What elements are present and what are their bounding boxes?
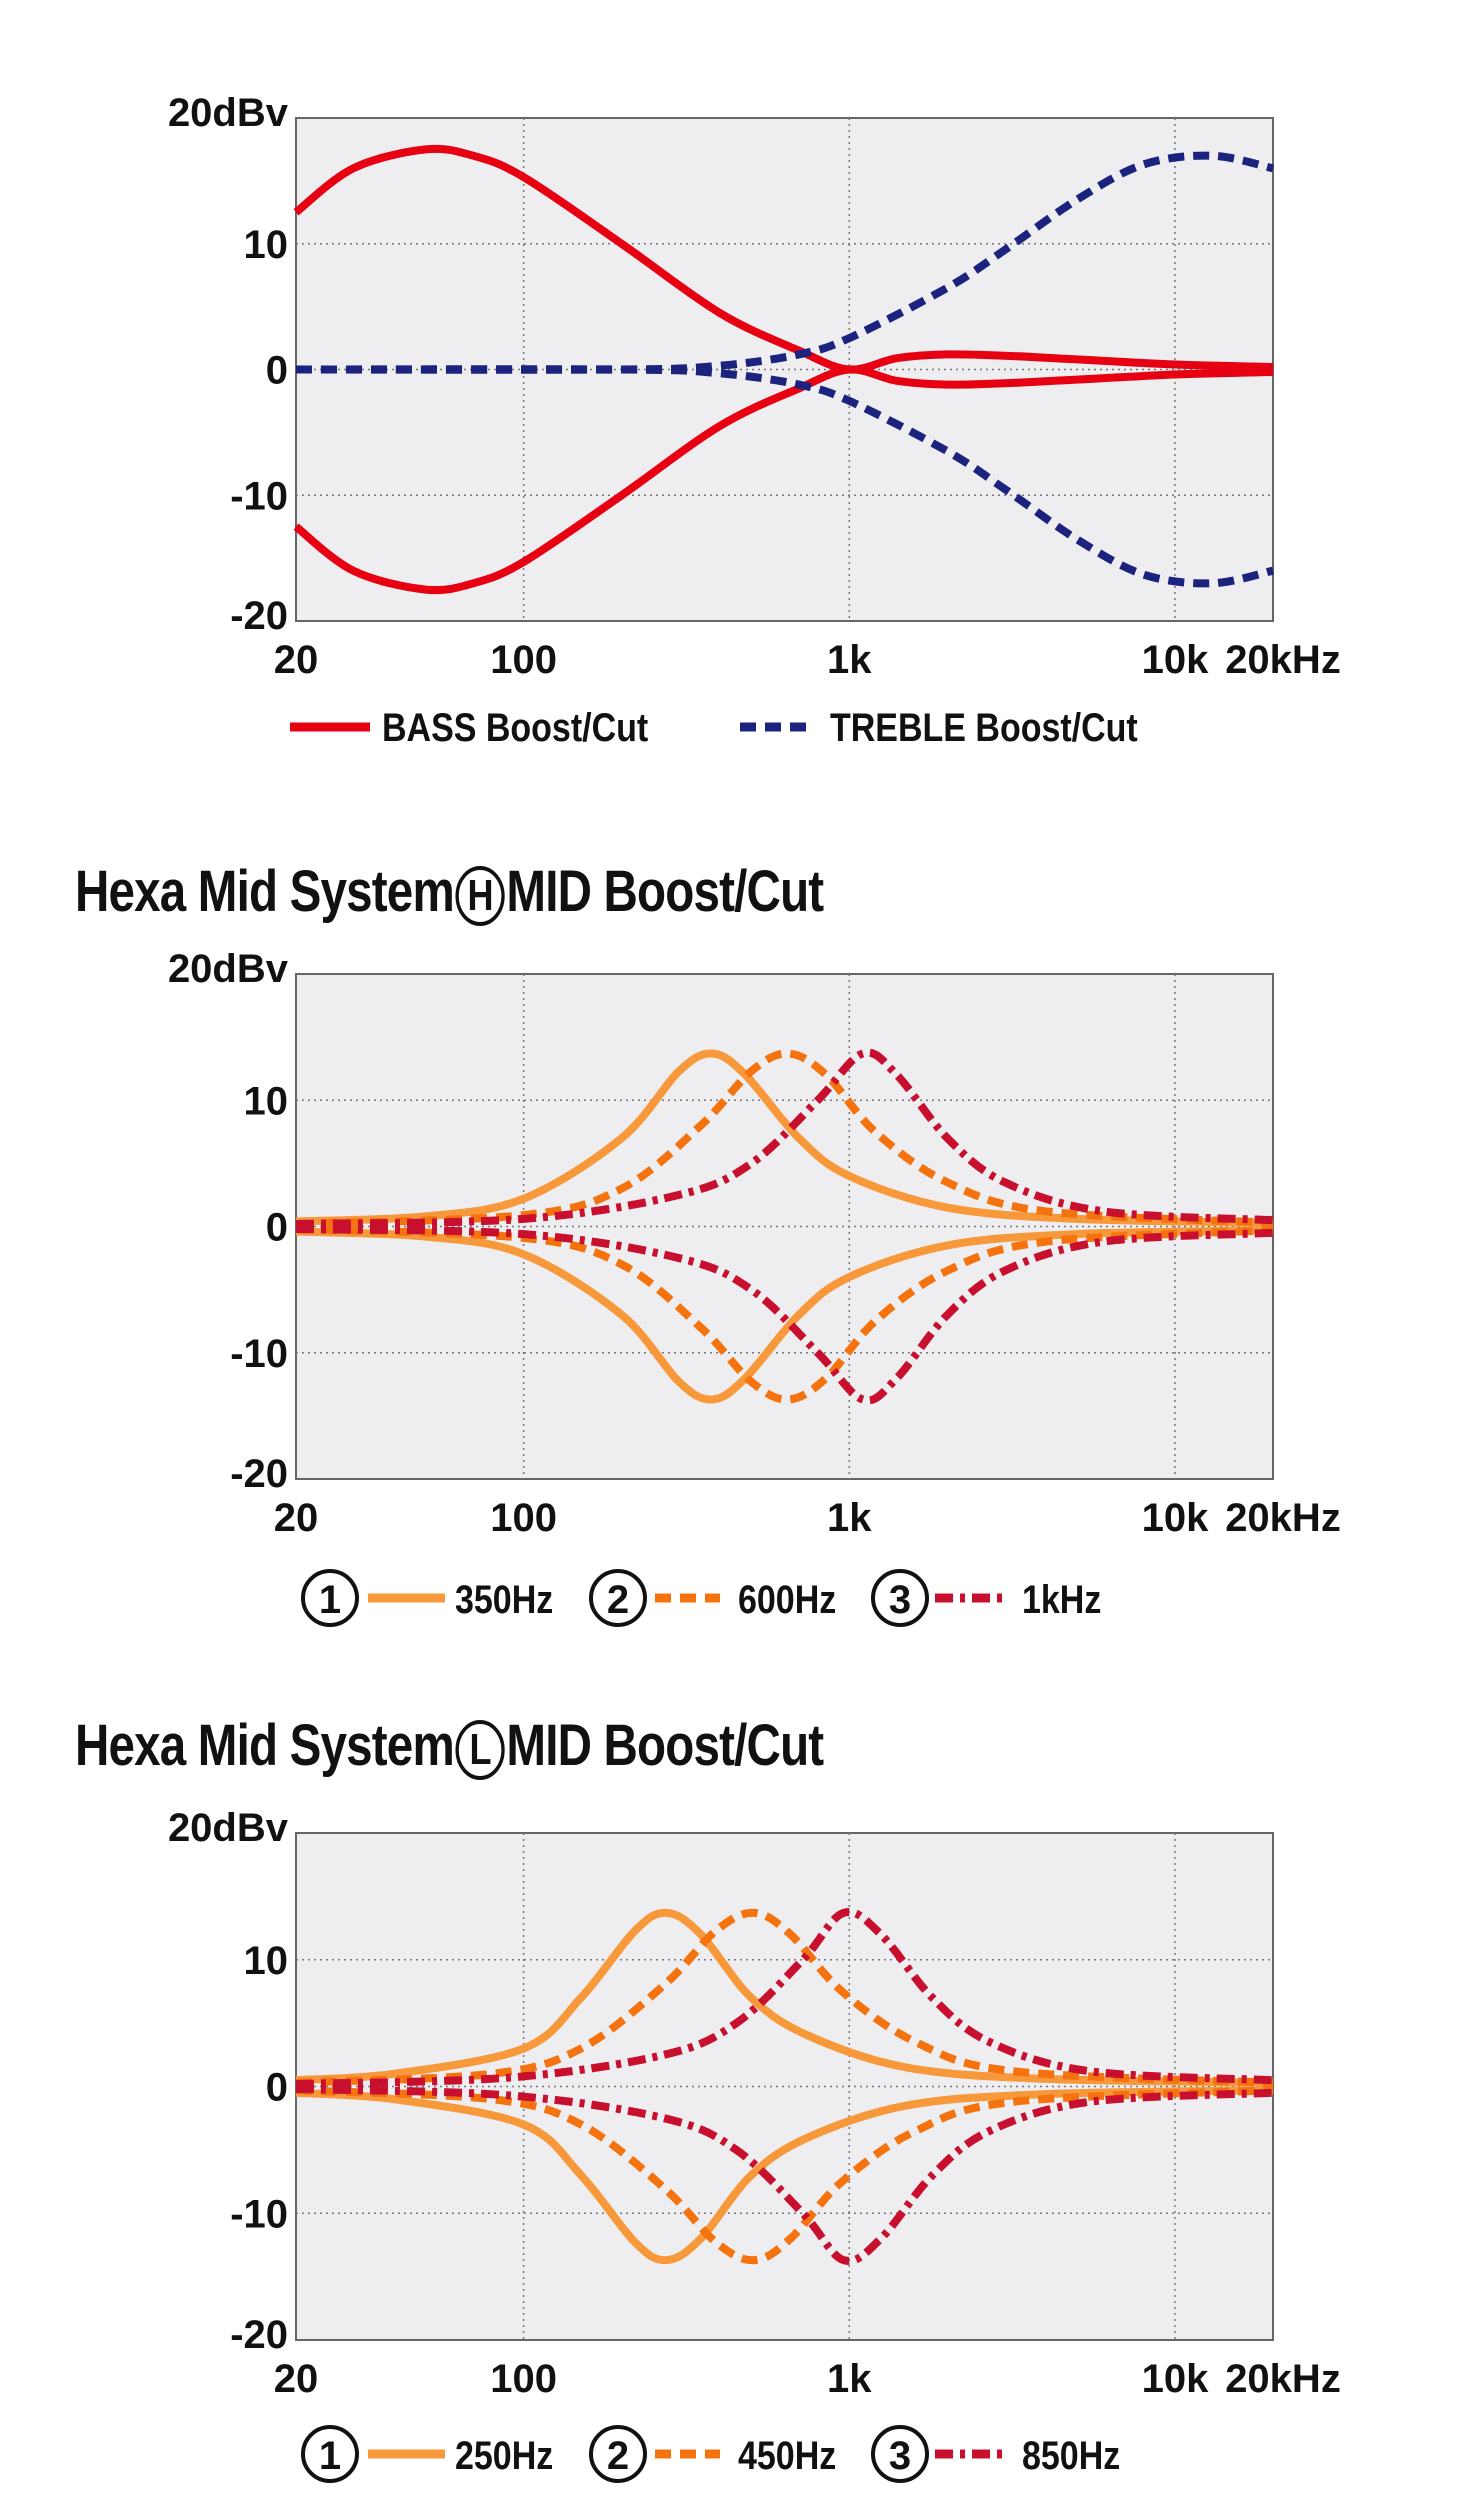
y-tick-label: 10 [244, 1939, 289, 1983]
circled-h-symbol: H [455, 865, 505, 926]
y-tick-label: -20 [230, 1452, 288, 1496]
x-tick-label: 100 [490, 1496, 557, 1540]
legend: BASS Boost/Cut TREBLE Boost/Cut [290, 704, 1138, 750]
x-tick-label: 20kHz [1225, 638, 1341, 682]
plot-area [295, 973, 1274, 1480]
legend-number-circle [871, 1569, 929, 1627]
y-tick-label: -10 [230, 1332, 288, 1376]
legend-number-circle [301, 1569, 359, 1627]
series-line-bass-boost-cut [293, 144, 1274, 374]
series-line-1khz [295, 1225, 1274, 1405]
series-line-bass-boost-cut [293, 365, 1274, 595]
legend-number: 3 [889, 1578, 911, 1622]
legend-number: 1 [319, 2434, 341, 2478]
series-line-treble-boost-cut [295, 365, 1274, 588]
legend-number: 1 [319, 1578, 341, 1622]
legend: 1 350Hz 2 600Hz 3 1kHz [301, 1569, 1101, 1627]
x-tick-label: 20 [274, 1496, 319, 1540]
series-line-350hz [295, 1226, 1274, 1404]
legend-label: 450Hz [738, 2432, 836, 2477]
legend-number: 3 [889, 2434, 911, 2478]
x-tick-label: 100 [490, 638, 557, 682]
legend-label: 850Hz [1022, 2432, 1120, 2477]
series-line-1khz [295, 1048, 1274, 1228]
y-tick-label: 0 [266, 349, 288, 393]
plot-area [295, 1832, 1274, 2341]
y-tick-label: 0 [266, 1206, 288, 1250]
title-suffix: MID Boost/Cut [506, 1713, 824, 1778]
plot-area [295, 117, 1274, 622]
x-tick-label: 100 [490, 2357, 557, 2401]
y-tick-label: 20dBv [168, 91, 289, 135]
legend-label: 600Hz [738, 1576, 836, 1621]
series-line-250hz [295, 1908, 1274, 2087]
x-tick-label: 1k [827, 638, 872, 682]
series-line-350hz [295, 1049, 1274, 1227]
y-tick-label: -20 [230, 2313, 288, 2357]
series-line-250hz [295, 2086, 1274, 2265]
x-tick-label: 1k [827, 2357, 872, 2401]
legend-label: TREBLE Boost/Cut [830, 704, 1138, 749]
x-tick-label: 1k [827, 1496, 872, 1540]
y-tick-label: -10 [230, 2192, 288, 2236]
legend-number: 2 [607, 1578, 629, 1622]
circled-l-symbol: L [455, 1719, 505, 1780]
series-line-450hz [295, 1908, 1274, 2087]
legend-number-circle [301, 2425, 359, 2483]
y-tick-label: 20dBv [168, 947, 289, 991]
legend-number: 2 [607, 2434, 629, 2478]
x-tick-label: 20kHz [1225, 2357, 1341, 2401]
series-line-600hz [295, 1225, 1274, 1404]
chart-title-h: Hexa Mid System H MID Boost/Cut [75, 858, 824, 926]
x-tick-label: 20 [274, 2357, 319, 2401]
legend-number-circle [589, 1569, 647, 1627]
legend-label: BASS Boost/Cut [382, 704, 648, 749]
y-tick-label: -20 [230, 594, 288, 638]
x-tick-label: 10k [1142, 1496, 1209, 1540]
series-line-850hz [295, 1908, 1274, 2088]
x-tick-label: 20 [274, 638, 319, 682]
x-tick-label: 10k [1142, 638, 1209, 682]
legend-number-circle [589, 2425, 647, 2483]
legend-number-circle [871, 2425, 929, 2483]
y-tick-label: 10 [244, 223, 289, 267]
series-line-850hz [295, 2085, 1274, 2265]
legend-label: 250Hz [455, 2432, 553, 2477]
x-tick-label: 20kHz [1225, 1496, 1341, 1540]
y-tick-label: 10 [244, 1079, 289, 1123]
legend-label: 350Hz [455, 1576, 553, 1621]
y-tick-label: 0 [266, 2066, 288, 2110]
y-tick-label: -10 [230, 474, 288, 518]
series-line-450hz [295, 2086, 1274, 2265]
title-suffix: MID Boost/Cut [506, 859, 824, 924]
title-text: Hexa Mid System [75, 1713, 455, 1778]
title-text: Hexa Mid System [75, 859, 455, 924]
y-tick-label: 20dBv [168, 1806, 289, 1850]
chart-title-l: Hexa Mid System L MID Boost/Cut [75, 1712, 824, 1780]
series-line-600hz [295, 1049, 1274, 1228]
x-tick-label: 10k [1142, 2357, 1209, 2401]
legend-label: 1kHz [1022, 1576, 1101, 1621]
legend: 1 250Hz 2 450Hz 3 850Hz [301, 2425, 1120, 2483]
